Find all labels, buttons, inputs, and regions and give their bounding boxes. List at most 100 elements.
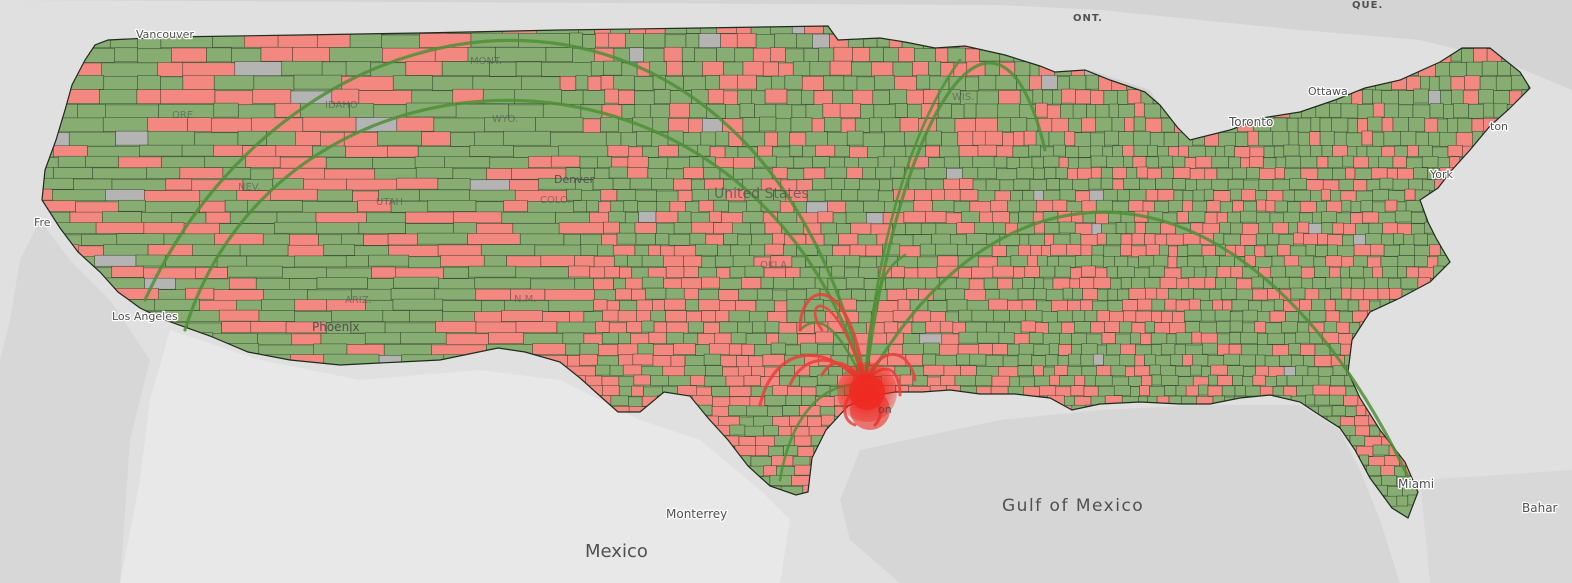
county[interactable] bbox=[977, 190, 996, 202]
county[interactable] bbox=[595, 364, 611, 376]
county[interactable] bbox=[1330, 375, 1346, 386]
county[interactable] bbox=[605, 132, 622, 147]
county[interactable] bbox=[625, 277, 643, 290]
county[interactable] bbox=[965, 76, 979, 92]
county[interactable] bbox=[137, 48, 172, 64]
county[interactable] bbox=[603, 221, 620, 234]
county[interactable] bbox=[468, 265, 517, 278]
county[interactable] bbox=[668, 375, 691, 387]
county[interactable] bbox=[1007, 343, 1020, 356]
county[interactable] bbox=[897, 299, 911, 311]
county[interactable] bbox=[764, 321, 780, 333]
county[interactable] bbox=[975, 375, 993, 386]
county[interactable] bbox=[822, 103, 841, 118]
county[interactable] bbox=[1383, 103, 1399, 119]
county[interactable] bbox=[961, 211, 980, 223]
county[interactable] bbox=[1428, 131, 1441, 147]
county[interactable] bbox=[1078, 157, 1092, 170]
county[interactable] bbox=[610, 395, 629, 407]
county[interactable] bbox=[1097, 289, 1109, 301]
county[interactable] bbox=[1245, 385, 1261, 397]
county[interactable] bbox=[997, 103, 1021, 119]
county[interactable] bbox=[1285, 311, 1299, 323]
county[interactable] bbox=[945, 212, 962, 225]
county[interactable] bbox=[1255, 233, 1268, 246]
county[interactable] bbox=[1249, 156, 1264, 168]
county[interactable] bbox=[877, 156, 895, 169]
county[interactable] bbox=[738, 288, 758, 301]
county[interactable] bbox=[863, 200, 885, 213]
county[interactable] bbox=[1257, 333, 1269, 345]
county[interactable] bbox=[495, 47, 547, 62]
county[interactable] bbox=[1097, 386, 1115, 397]
county[interactable] bbox=[1184, 309, 1202, 322]
county[interactable] bbox=[720, 33, 738, 49]
county[interactable] bbox=[1202, 342, 1218, 355]
county[interactable] bbox=[1129, 189, 1147, 201]
county[interactable] bbox=[528, 156, 552, 168]
county[interactable] bbox=[620, 132, 637, 147]
county[interactable] bbox=[315, 212, 367, 224]
county[interactable] bbox=[1310, 145, 1323, 157]
county[interactable] bbox=[940, 375, 956, 386]
county[interactable] bbox=[574, 278, 594, 290]
county[interactable] bbox=[815, 144, 836, 157]
county[interactable] bbox=[1061, 88, 1076, 104]
county[interactable] bbox=[1177, 376, 1194, 387]
county[interactable] bbox=[1421, 156, 1439, 168]
county[interactable] bbox=[1170, 354, 1183, 366]
county[interactable] bbox=[713, 222, 734, 234]
county[interactable] bbox=[998, 366, 1019, 378]
county[interactable] bbox=[1017, 353, 1032, 366]
arc-red-austin-2[interactable] bbox=[813, 304, 867, 387]
county[interactable] bbox=[638, 211, 657, 223]
county[interactable] bbox=[1351, 278, 1365, 290]
county[interactable] bbox=[1320, 188, 1331, 201]
county[interactable] bbox=[1221, 385, 1236, 397]
county[interactable] bbox=[1175, 385, 1187, 397]
county[interactable] bbox=[1310, 117, 1321, 132]
county[interactable] bbox=[1188, 298, 1201, 311]
county[interactable] bbox=[1091, 254, 1104, 267]
county[interactable] bbox=[1232, 375, 1243, 386]
county[interactable] bbox=[719, 321, 738, 334]
county[interactable] bbox=[751, 233, 773, 246]
county[interactable] bbox=[371, 266, 396, 279]
county[interactable] bbox=[1017, 288, 1034, 300]
county[interactable] bbox=[1443, 104, 1454, 119]
county[interactable] bbox=[1059, 178, 1073, 191]
county[interactable] bbox=[1317, 233, 1328, 245]
county[interactable] bbox=[1200, 309, 1216, 322]
county[interactable] bbox=[387, 145, 419, 158]
county[interactable] bbox=[1283, 386, 1297, 397]
county[interactable] bbox=[1119, 321, 1133, 334]
county[interactable] bbox=[1178, 145, 1189, 158]
county[interactable] bbox=[246, 255, 296, 268]
county[interactable] bbox=[665, 310, 687, 322]
county[interactable] bbox=[1291, 355, 1304, 367]
county[interactable] bbox=[658, 145, 679, 157]
county[interactable] bbox=[806, 201, 828, 214]
county[interactable] bbox=[668, 233, 691, 246]
county[interactable] bbox=[613, 75, 635, 91]
county[interactable] bbox=[637, 343, 654, 355]
county[interactable] bbox=[682, 61, 703, 77]
county[interactable] bbox=[1141, 375, 1153, 387]
county[interactable] bbox=[898, 47, 915, 62]
county[interactable] bbox=[1309, 310, 1327, 322]
county[interactable] bbox=[396, 116, 435, 132]
county[interactable] bbox=[53, 145, 88, 157]
county[interactable] bbox=[1115, 222, 1127, 234]
county[interactable] bbox=[643, 33, 666, 48]
county[interactable] bbox=[1160, 365, 1176, 377]
county[interactable] bbox=[1133, 131, 1151, 146]
county[interactable] bbox=[1298, 144, 1311, 157]
county[interactable] bbox=[984, 130, 1003, 146]
county[interactable] bbox=[1120, 233, 1133, 246]
county[interactable] bbox=[775, 156, 795, 169]
county[interactable] bbox=[1202, 222, 1220, 235]
county[interactable] bbox=[1035, 322, 1049, 334]
county[interactable] bbox=[295, 131, 321, 146]
county[interactable] bbox=[1428, 90, 1441, 105]
county[interactable] bbox=[936, 117, 956, 133]
